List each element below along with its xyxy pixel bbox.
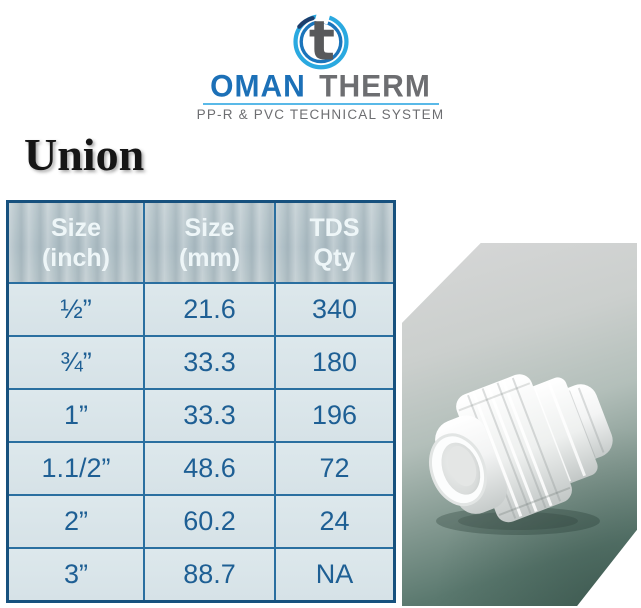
header-label: Qty <box>313 243 356 272</box>
spec-table: Size (inch) Size (mm) TDS Qty ½” 21.6 34… <box>6 200 396 603</box>
logo-letter-t: t <box>308 9 334 73</box>
table-cell: 33.3 <box>143 388 276 443</box>
table-row: ½” 21.6 340 <box>6 282 396 337</box>
header-label: Size <box>50 213 102 242</box>
table-row: 2” 60.2 24 <box>6 494 396 549</box>
column-header-size-mm: Size (mm) <box>143 200 276 284</box>
brand-name-secondary: THERM <box>319 69 431 104</box>
brand-logo: t <box>0 2 641 74</box>
table-cell: 33.3 <box>143 335 276 390</box>
table-cell: 3” <box>6 547 145 603</box>
union-fitting-image <box>429 374 613 535</box>
header-label: (inch) <box>41 243 111 272</box>
table-cell: 24 <box>274 494 396 549</box>
table-row: 1.1/2” 48.6 72 <box>6 441 396 496</box>
table-cell: 72 <box>274 441 396 496</box>
brand-divider-line <box>202 103 439 105</box>
table-cell: 21.6 <box>143 282 276 337</box>
column-header-tds-qty: TDS Qty <box>274 200 396 284</box>
table-cell: 48.6 <box>143 441 276 496</box>
header-label: Size <box>184 213 235 242</box>
brand-logo-icon: t <box>292 8 349 73</box>
table-row: ¾” 33.3 180 <box>6 335 396 390</box>
spec-table-head: Size (inch) Size (mm) TDS Qty <box>6 200 396 284</box>
table-cell: 1” <box>6 388 145 443</box>
spec-table-body: ½” 21.6 340 ¾” 33.3 180 1” 33.3 196 1.1/… <box>6 282 396 603</box>
column-header-size-inch: Size (inch) <box>6 200 145 284</box>
table-cell: NA <box>274 547 396 603</box>
table-cell: 2” <box>6 494 145 549</box>
brand-tagline: PP-R & PVC TECHNICAL SYSTEM <box>196 107 445 122</box>
table-cell: 180 <box>274 335 396 390</box>
header-label: TDS <box>309 213 360 242</box>
table-cell: 60.2 <box>143 494 276 549</box>
table-cell: 88.7 <box>143 547 276 603</box>
page-title: Union <box>24 129 145 180</box>
header-label: (mm) <box>178 243 241 272</box>
brand-wordmark: OMAN THERM <box>0 71 641 102</box>
brand-header: t OMAN THERM PP-R & PVC TECHNICAL SYSTEM <box>0 2 641 122</box>
table-cell: ½” <box>6 282 145 337</box>
table-row: 1” 33.3 196 <box>6 388 396 443</box>
brand-name-primary: OMAN <box>210 69 306 104</box>
table-cell: 1.1/2” <box>6 441 145 496</box>
product-photo <box>402 243 637 606</box>
table-row: 3” 88.7 NA <box>6 547 396 603</box>
table-cell: 196 <box>274 388 396 443</box>
header-row: Size (inch) Size (mm) TDS Qty <box>6 200 396 284</box>
table-cell: 340 <box>274 282 396 337</box>
table-cell: ¾” <box>6 335 145 390</box>
